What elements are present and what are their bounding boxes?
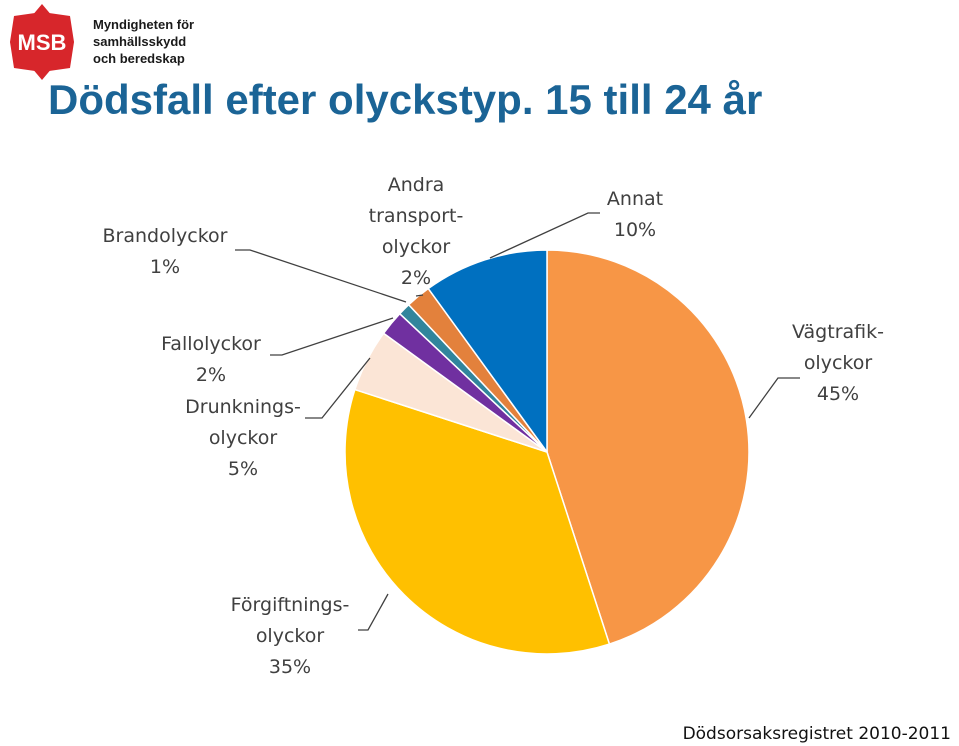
slice-label-line: 10% — [614, 219, 656, 241]
slice-label: Drunknings-olyckor 5% — [185, 396, 301, 480]
logo-line: samhällsskydd — [93, 34, 187, 49]
leader-line — [358, 593, 389, 631]
leader-line — [415, 294, 424, 297]
slice-label: Förgiftnings-olyckor 35% — [231, 594, 350, 678]
slice-label-line: olyckor — [209, 427, 278, 449]
slice-label: Brandolyckor 1% — [103, 225, 228, 278]
slice-label-line: Annat — [607, 188, 663, 210]
msb-logo: MSB — [10, 4, 74, 80]
leader-line — [748, 377, 800, 419]
leader-line — [235, 249, 407, 303]
logo-line: och beredskap — [93, 51, 185, 66]
slice-label: Vägtrafik-olyckor 45% — [792, 321, 884, 405]
slice-label-line: 5% — [228, 458, 258, 480]
slice-label-line: olyckor — [804, 352, 873, 374]
page-title: Dödsfall efter olyckstyp. 15 till 24 år — [48, 76, 763, 123]
leader-line — [305, 357, 371, 419]
slice-label-line: 2% — [196, 364, 226, 386]
slice-label-line: Andra — [388, 174, 445, 196]
slice-label-line: Förgiftnings- — [231, 594, 350, 616]
logo-line: Myndigheten för — [93, 17, 195, 32]
slice-label-line: Vägtrafik- — [792, 321, 884, 343]
slice-label-line: olyckor — [382, 236, 451, 258]
slice-label: Fallolyckor 2% — [161, 333, 261, 386]
slice-label-line: transport- — [369, 205, 464, 227]
pie-slice-v-gtrafikolyckor — [546, 249, 750, 646]
msb-logo-acronym: MSB — [18, 30, 67, 55]
slice-label: Annat 10% — [607, 188, 663, 241]
pie-slices — [344, 249, 750, 655]
slice-label-line: olyckor — [256, 625, 325, 647]
slice-label-line: Brandolyckor — [103, 225, 228, 247]
slice-label-line: Fallolyckor — [161, 333, 261, 355]
pie-slice-annat — [427, 249, 548, 455]
slice-label-line: 2% — [401, 267, 431, 289]
leader-line — [270, 317, 394, 356]
pie-labels: Vägtrafik-olyckor 45% Förgiftnings-olyckor… — [103, 174, 884, 678]
msb-logo-text: Myndigheten för samhällsskydd och bereds… — [93, 16, 194, 67]
slice-label-line: 45% — [817, 383, 859, 405]
slice-label-line: 1% — [150, 256, 180, 278]
slice-label-line: Drunknings- — [185, 396, 301, 418]
leader-line — [489, 212, 600, 259]
pie-slice-f-rgiftningsolyckor — [344, 388, 611, 655]
slice-label: Andra transport-olyckor 2% — [369, 174, 464, 289]
source-note: Dödsorsaksregistret 2010-2011 — [682, 724, 951, 744]
msb-logo-star-front — [10, 12, 74, 72]
slice-label-line: 35% — [269, 656, 311, 678]
